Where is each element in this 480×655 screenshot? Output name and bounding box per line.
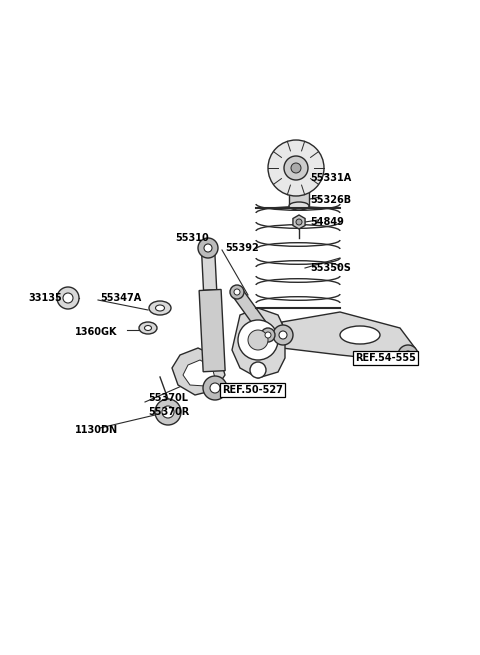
Text: 55331A: 55331A	[310, 173, 351, 183]
Polygon shape	[172, 348, 225, 395]
Circle shape	[198, 238, 218, 258]
Polygon shape	[232, 288, 273, 339]
Circle shape	[398, 345, 418, 365]
Circle shape	[261, 328, 275, 342]
Circle shape	[155, 399, 181, 425]
Circle shape	[238, 320, 278, 360]
Polygon shape	[293, 215, 305, 229]
Text: 55370R: 55370R	[148, 407, 189, 417]
Circle shape	[404, 351, 412, 359]
Circle shape	[291, 163, 301, 173]
Text: 1360GK: 1360GK	[75, 327, 118, 337]
Circle shape	[284, 156, 308, 180]
Circle shape	[296, 219, 302, 225]
Circle shape	[210, 383, 220, 393]
Text: 54849: 54849	[310, 217, 344, 227]
Circle shape	[268, 140, 324, 196]
Circle shape	[63, 293, 73, 303]
Circle shape	[248, 330, 268, 350]
Ellipse shape	[340, 326, 380, 344]
Text: 55347A: 55347A	[100, 293, 141, 303]
Polygon shape	[199, 290, 225, 372]
Circle shape	[265, 332, 271, 338]
Polygon shape	[282, 312, 415, 362]
Circle shape	[162, 406, 174, 418]
Circle shape	[279, 331, 287, 339]
Circle shape	[203, 376, 227, 400]
Text: REF.54-555: REF.54-555	[355, 353, 416, 363]
Circle shape	[230, 285, 244, 299]
Ellipse shape	[289, 202, 309, 210]
Ellipse shape	[144, 326, 152, 331]
Text: 55370L: 55370L	[148, 393, 188, 403]
Text: 55326B: 55326B	[310, 195, 351, 205]
Circle shape	[204, 244, 212, 252]
Ellipse shape	[149, 301, 171, 315]
Polygon shape	[232, 308, 285, 378]
Circle shape	[273, 325, 293, 345]
Text: 55350S: 55350S	[310, 263, 351, 273]
Bar	[289, 186, 309, 206]
Circle shape	[250, 362, 266, 378]
Circle shape	[57, 287, 79, 309]
Text: 55310: 55310	[175, 233, 209, 243]
Polygon shape	[183, 360, 215, 386]
Text: 1130DN: 1130DN	[75, 425, 118, 435]
Ellipse shape	[139, 322, 157, 334]
Text: REF.50-527: REF.50-527	[222, 385, 283, 395]
Text: 33135: 33135	[28, 293, 62, 303]
Text: 55392: 55392	[225, 243, 259, 253]
Circle shape	[234, 289, 240, 295]
Polygon shape	[202, 248, 216, 290]
Ellipse shape	[289, 182, 309, 190]
Ellipse shape	[156, 305, 165, 311]
